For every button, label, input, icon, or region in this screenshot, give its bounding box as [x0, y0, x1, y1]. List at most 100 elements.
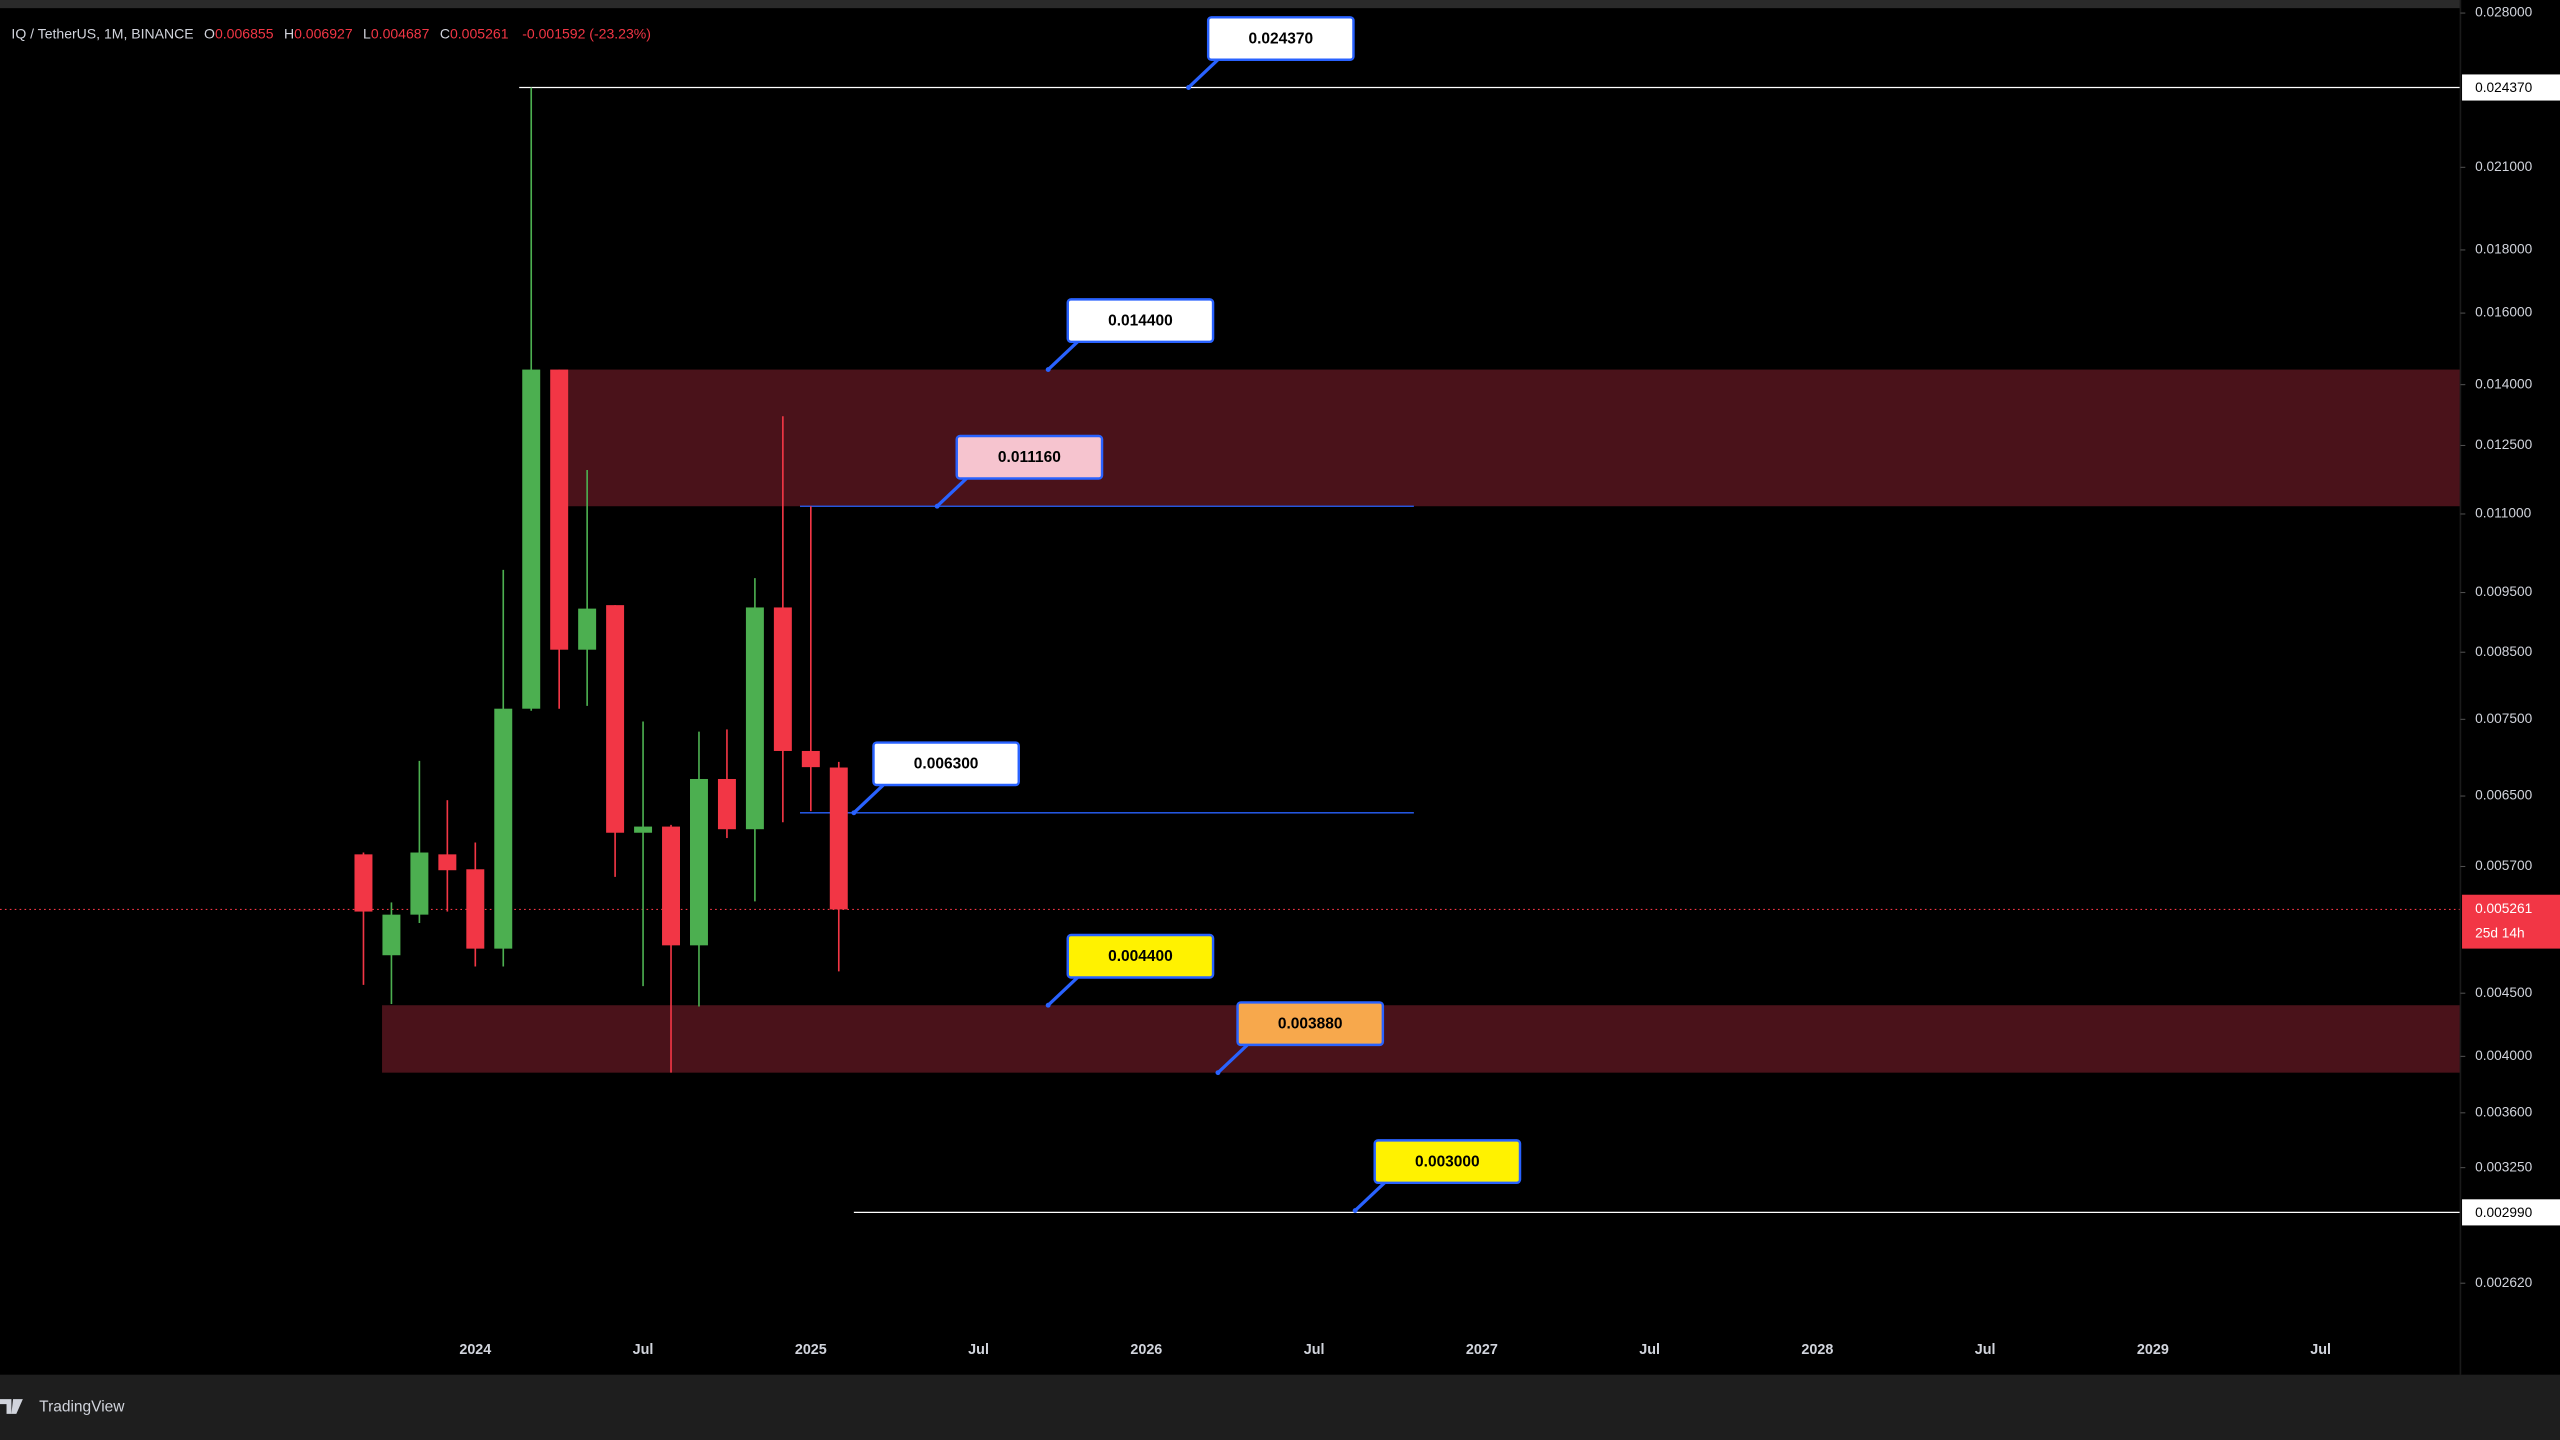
x-tick-label: Jul	[2310, 1342, 2331, 1358]
candle-body	[829, 767, 848, 910]
y-tick-label: 0.006500	[2475, 788, 2533, 803]
callout-label: 0.011160	[998, 449, 1061, 466]
l-value: 0.004687	[371, 25, 430, 41]
x-tick-label: Jul	[968, 1342, 989, 1358]
level-axis-box	[2462, 74, 2560, 101]
callout-pointer	[936, 477, 968, 508]
candle-body	[773, 607, 792, 751]
price-axis	[2460, 0, 2560, 1375]
callout-label: 0.014400	[1108, 313, 1173, 330]
h-value: 0.006927	[294, 25, 353, 41]
y-tick-label: 0.014000	[2475, 376, 2533, 391]
x-tick-label: 2025	[795, 1342, 827, 1358]
h-label: H	[284, 25, 294, 41]
y-tick-label: 0.007500	[2475, 711, 2533, 726]
callout-box	[1373, 1139, 1522, 1185]
y-tick-label: 0.002620	[2475, 1275, 2533, 1290]
callout-pointer	[1047, 340, 1079, 371]
y-tick-label: 0.003250	[2475, 1159, 2533, 1174]
callout-label: 0.006300	[914, 756, 979, 773]
callout-anchor	[1045, 1002, 1051, 1008]
plot-area: 0.024370 0.014400 0.011160 0.006300 0.004400…	[0, 0, 2560, 1375]
candle-body	[662, 826, 680, 946]
callout-label: 0.004400	[1108, 948, 1173, 965]
callout-anchor	[934, 503, 940, 509]
y-tick-label: 0.009500	[2475, 584, 2533, 599]
callout-label: 0.003000	[1415, 1154, 1480, 1171]
y-tick-label: 0.008500	[2475, 644, 2533, 659]
callout-box	[1206, 16, 1355, 61]
callout-box	[872, 741, 1020, 787]
y-tick-label: 0.021000	[2475, 159, 2533, 174]
candle-body	[466, 869, 485, 949]
candle-body	[410, 852, 429, 915]
callout-box	[955, 434, 1104, 480]
candle-body	[354, 854, 373, 912]
callout-pointer	[1353, 1181, 1386, 1212]
price-axis-label: 0.005261	[2475, 901, 2532, 916]
candle-body	[578, 608, 597, 650]
c-label: C	[440, 25, 450, 41]
y-tick-label: 0.011000	[2475, 506, 2532, 521]
callout-anchor	[1045, 367, 1051, 373]
x-tick-label: 2028	[1801, 1342, 1833, 1358]
callout-anchor	[1352, 1208, 1358, 1214]
change: -0.001592 (-23.23%)	[522, 25, 651, 41]
zone	[560, 369, 2461, 507]
header: IQ / TetherUS, 1M, BINANCE O0.006855 H0.…	[11, 25, 650, 41]
callout-pointer	[1187, 58, 1220, 89]
x-tick-label: 2024	[459, 1342, 491, 1358]
candle-body	[438, 854, 457, 871]
callout-box	[1236, 1001, 1385, 1047]
candle-body	[634, 826, 653, 833]
x-tick-label: 2027	[1466, 1342, 1498, 1358]
countdown: 25d 14h	[2475, 926, 2525, 941]
y-tick-label: 0.018000	[2475, 242, 2533, 257]
price-axis-box	[2462, 894, 2560, 949]
c-value: 0.005261	[450, 25, 509, 41]
callout-anchor	[1215, 1070, 1221, 1076]
o-label: O	[204, 25, 215, 41]
candle-body	[717, 778, 736, 830]
callout-label: 0.003880	[1278, 1016, 1343, 1033]
brand: TradingView	[39, 1398, 125, 1415]
symbol: IQ / TetherUS, 1M, BINANCE	[11, 25, 193, 41]
top-strip	[0, 0, 2560, 9]
callout-pointer	[1216, 1043, 1249, 1074]
x-tick-label: Jul	[633, 1342, 654, 1358]
level-axis-box	[2462, 1199, 2560, 1226]
callout-pointer	[852, 783, 885, 814]
y-tick-label: 0.003600	[2475, 1104, 2533, 1119]
brand-logo	[0, 1399, 23, 1414]
footer-bar	[0, 1374, 2560, 1440]
y-tick-label: 0.004500	[2475, 985, 2533, 1000]
y-tick-label: 0.005700	[2475, 858, 2533, 873]
candle-body	[690, 778, 708, 946]
candle-body	[801, 750, 820, 768]
y-tick-label: 0.028000	[2475, 5, 2533, 20]
candle-body	[745, 607, 764, 830]
l-label: L	[363, 25, 371, 41]
callout-anchor	[1186, 85, 1192, 90]
candle-body	[606, 605, 625, 833]
x-tick-label: 2026	[1130, 1342, 1162, 1358]
y-tick-label: 0.012500	[2475, 437, 2533, 452]
candle-body	[382, 914, 401, 956]
candle-body	[494, 708, 513, 949]
y-tick-label: 0.016000	[2475, 305, 2533, 320]
callout-anchor	[851, 810, 857, 816]
x-tick-label: Jul	[1975, 1342, 1996, 1358]
o-value: 0.006855	[215, 25, 274, 41]
x-tick-label: 2029	[2137, 1342, 2169, 1358]
callout-box	[1066, 298, 1215, 344]
callout-label: 0.024370	[1248, 30, 1313, 47]
y-tick-label: 0.004000	[2475, 1048, 2533, 1063]
callout-box	[1066, 933, 1215, 979]
zone	[382, 1005, 2461, 1073]
callout-pointer	[1047, 976, 1079, 1007]
candle-body	[522, 369, 541, 709]
candle-body	[550, 369, 569, 650]
